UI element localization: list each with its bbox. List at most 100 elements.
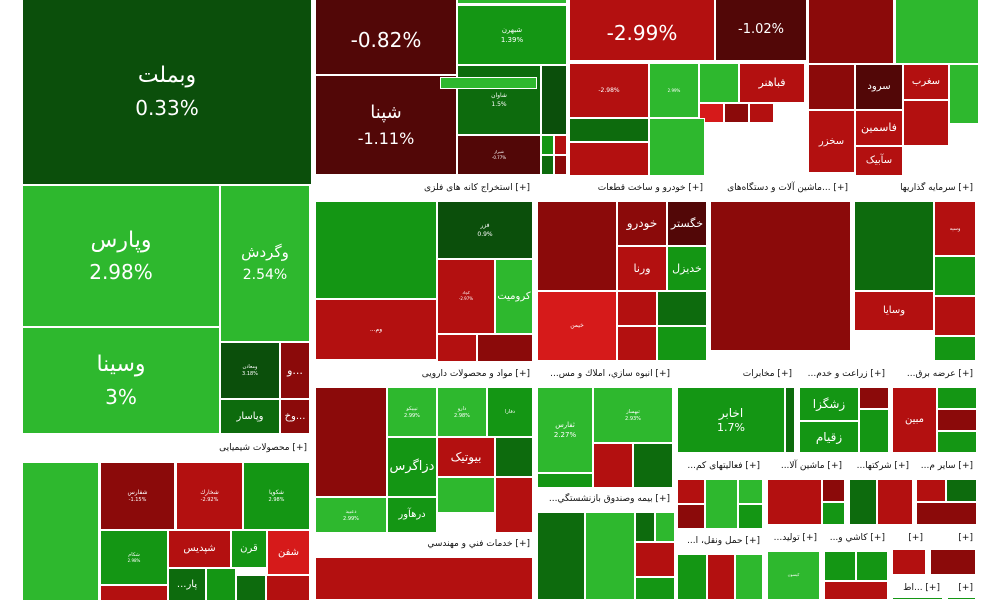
stock-tile[interactable] <box>738 479 763 504</box>
stock-tile[interactable] <box>100 585 168 600</box>
stock-tile[interactable] <box>635 577 675 600</box>
stock-tile[interactable] <box>937 409 977 431</box>
stock-tile[interactable]: قرن <box>231 530 267 568</box>
stock-tile[interactable] <box>266 575 310 600</box>
stock-tile[interactable]: ...پار <box>168 568 206 600</box>
stock-tile[interactable]: تیپیکو 2.99% <box>387 387 437 437</box>
stock-tile[interactable] <box>315 201 437 299</box>
sector-header[interactable]: [+] <box>893 530 925 546</box>
stock-tile[interactable]: فزر 0.9% <box>437 201 533 259</box>
stock-tile[interactable] <box>677 479 705 504</box>
stock-tile[interactable] <box>457 0 567 4</box>
stock-tile[interactable] <box>477 334 533 362</box>
stock-tile[interactable] <box>849 479 877 525</box>
stock-tile[interactable] <box>315 387 387 497</box>
stock-tile[interactable] <box>633 443 673 488</box>
stock-tile[interactable] <box>707 554 735 600</box>
stock-tile[interactable] <box>537 473 593 488</box>
sector-header[interactable]: [+] فعالیتهای کم... <box>678 458 762 474</box>
stock-tile[interactable] <box>677 554 707 600</box>
stock-tile[interactable] <box>677 504 705 529</box>
stock-tile[interactable]: دعبید 2.99% <box>315 497 387 533</box>
stock-tile[interactable] <box>892 549 926 575</box>
sector-header[interactable]: [+] عرضه برق... <box>893 366 975 382</box>
stock-tile[interactable]: سخزر <box>808 110 855 173</box>
stock-tile[interactable]: ...وم <box>315 299 437 360</box>
stock-tile[interactable]: شکویا 2.98% <box>243 462 310 530</box>
stock-tile[interactable] <box>593 443 633 488</box>
stock-tile[interactable] <box>554 155 567 175</box>
stock-tile[interactable]: درهآور <box>387 497 437 533</box>
stock-tile[interactable] <box>735 554 763 600</box>
stock-tile[interactable] <box>617 326 657 361</box>
stock-tile[interactable]: خدیزل <box>667 246 707 291</box>
stock-tile[interactable]: شاوان 1.5% <box>457 65 541 135</box>
sector-header[interactable]: [+] شرکتها... <box>850 458 911 474</box>
stock-tile[interactable] <box>785 387 795 453</box>
stock-tile[interactable] <box>437 334 477 362</box>
sector-header[interactable]: [+] مخابرات <box>678 366 794 382</box>
stock-tile[interactable]: شیراز -0.77% <box>457 135 541 175</box>
stock-tile[interactable]: وبملت 0.33% <box>22 0 312 185</box>
stock-tile[interactable]: شپدیس <box>168 530 231 568</box>
stock-tile[interactable]: وسپه <box>934 201 976 256</box>
stock-tile[interactable]: و... <box>280 342 310 399</box>
stock-tile[interactable] <box>569 118 649 142</box>
stock-tile[interactable]: 2.99% <box>649 63 699 118</box>
stock-tile[interactable] <box>903 100 949 146</box>
stock-tile[interactable] <box>767 479 822 525</box>
stock-tile[interactable] <box>617 291 657 326</box>
stock-tile[interactable] <box>822 479 845 502</box>
stock-tile[interactable]: شفارس -1.15% <box>100 462 175 530</box>
sector-header[interactable]: [+] <box>948 580 975 596</box>
stock-tile[interactable]: كيسون <box>767 551 820 600</box>
stock-tile[interactable]: دفارا <box>487 387 533 437</box>
stock-tile[interactable] <box>554 135 567 155</box>
stock-tile[interactable] <box>937 431 977 453</box>
stock-tile[interactable] <box>495 437 533 477</box>
stock-tile[interactable]: سآبیک <box>855 146 903 176</box>
stock-tile[interactable] <box>699 63 739 103</box>
stock-tile[interactable] <box>949 64 979 124</box>
stock-tile[interactable] <box>749 103 774 123</box>
stock-tile[interactable]: شفن <box>267 530 310 575</box>
stock-tile[interactable]: ثفارس 2.27% <box>537 387 593 473</box>
stock-tile[interactable] <box>440 77 537 89</box>
stock-tile[interactable]: -1.02% <box>715 0 807 61</box>
stock-tile[interactable] <box>657 291 707 326</box>
sector-header[interactable]: [+] محصولات شیمیایی <box>23 440 309 456</box>
sector-header[interactable]: [+] ساير م... <box>917 458 975 474</box>
stock-tile[interactable]: -2.98% <box>569 63 649 118</box>
stock-tile[interactable] <box>808 64 855 110</box>
stock-tile[interactable]: وپاسار <box>220 399 280 434</box>
sector-header[interactable]: [+] زراعت و خدم... <box>800 366 887 382</box>
stock-tile[interactable]: اخابر 1.7% <box>677 387 785 453</box>
stock-tile[interactable]: کچاد -2.97% <box>437 259 495 334</box>
stock-tile[interactable] <box>856 551 888 581</box>
stock-tile[interactable] <box>895 0 979 64</box>
stock-tile[interactable]: خیمن <box>537 291 617 361</box>
stock-tile[interactable] <box>236 575 266 600</box>
sector-header[interactable]: [+] تولید... <box>768 530 819 546</box>
stock-tile[interactable] <box>916 479 946 502</box>
stock-tile[interactable] <box>934 296 976 336</box>
stock-tile[interactable]: دزاگرس <box>387 437 437 497</box>
stock-tile[interactable] <box>206 568 236 600</box>
stock-tile[interactable] <box>877 479 913 525</box>
stock-tile[interactable] <box>705 479 738 529</box>
stock-tile[interactable] <box>699 103 724 123</box>
stock-tile[interactable] <box>537 201 617 291</box>
stock-tile[interactable]: شبهرن 1.39% <box>457 5 567 65</box>
stock-tile[interactable] <box>859 409 889 453</box>
stock-tile[interactable] <box>315 557 533 600</box>
stock-tile[interactable]: بیوتیک <box>437 437 495 477</box>
stock-tile[interactable] <box>437 477 495 513</box>
sector-header[interactable]: [+] خدمات فني و مهندسي <box>316 536 532 552</box>
stock-tile[interactable]: -2.99% <box>569 0 715 61</box>
stock-tile[interactable] <box>22 462 99 600</box>
stock-tile[interactable]: خودرو <box>617 201 667 246</box>
sector-header[interactable]: [+] كاشي و... <box>825 530 887 546</box>
sector-header[interactable]: [+] انبوه سازي، املاك و مس... <box>538 366 672 382</box>
stock-tile[interactable]: مبین <box>892 387 937 453</box>
stock-tile[interactable]: دارو 2.98% <box>437 387 487 437</box>
